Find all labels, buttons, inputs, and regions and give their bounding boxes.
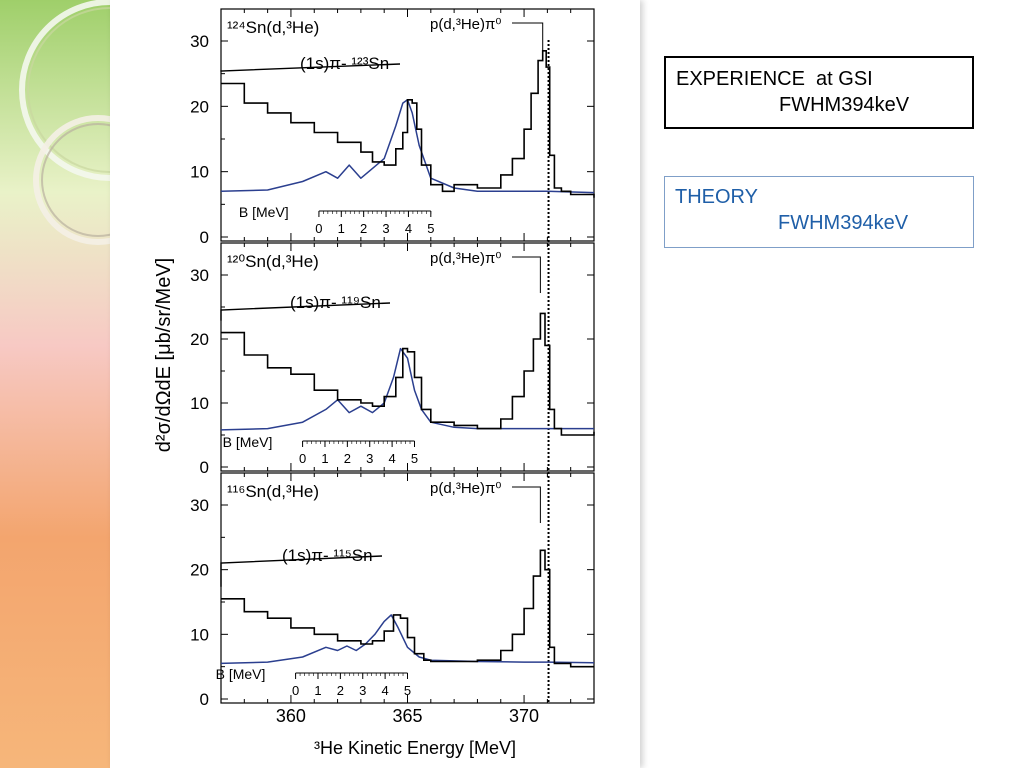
binding-tick-label: 0 xyxy=(292,683,299,698)
pionic-peak-leader xyxy=(220,63,401,72)
x-tick-label: 370 xyxy=(509,706,539,726)
experiment-legend-box: EXPERIENCE at GSI FWHM394keV xyxy=(664,56,974,129)
y-tick-label: 20 xyxy=(190,330,209,349)
binding-tick-label: 1 xyxy=(321,451,328,466)
binding-tick-label: 5 xyxy=(411,451,418,466)
y-tick-label: 0 xyxy=(200,458,209,477)
free-production-label: p(d,³He)π⁰ xyxy=(430,250,501,267)
panel-frame xyxy=(220,472,595,704)
binding-tick-label: 3 xyxy=(366,451,373,466)
pionic-state-label: (1s)π- ¹¹⁹Sn xyxy=(290,293,381,312)
y-tick-label: 0 xyxy=(200,228,209,247)
experiment-legend-resolution: FWHM394keV xyxy=(779,94,910,116)
y-tick-label: 30 xyxy=(190,32,209,51)
experiment-histogram xyxy=(221,50,595,198)
binding-axis-label: B [MeV] xyxy=(216,666,266,682)
experiment-legend-title: EXPERIENCE at GSI xyxy=(676,68,873,90)
binding-tick-label: 3 xyxy=(359,683,366,698)
free-peak-leader xyxy=(512,486,541,523)
binding-tick-label: 4 xyxy=(405,221,412,236)
binding-tick-label: 4 xyxy=(388,451,395,466)
binding-tick-label: 5 xyxy=(427,221,434,236)
y-tick-label: 30 xyxy=(190,266,209,285)
free-peak-leader xyxy=(512,256,541,293)
binding-tick-label: 2 xyxy=(344,451,351,466)
experiment-histogram xyxy=(221,549,594,668)
y-tick-label: 10 xyxy=(190,394,209,413)
binding-tick-label: 1 xyxy=(338,221,345,236)
binding-tick-label: 1 xyxy=(314,683,321,698)
y-tick-label: 20 xyxy=(190,97,209,116)
theory-legend-box: THEORY FWHM394keV xyxy=(664,176,974,248)
y-tick-label: 30 xyxy=(190,496,209,515)
pionic-state-label: (1s)π- ¹¹⁵Sn xyxy=(282,546,373,565)
panel-target-label: ¹²⁴Sn(d,³He) xyxy=(227,18,319,37)
y-tick-label: 10 xyxy=(190,163,209,182)
pionic-peak-leader xyxy=(220,302,391,321)
y-tick-label: 10 xyxy=(190,625,209,644)
y-axis-title: d²σ/dΩdE [μb/sr/MeV] xyxy=(153,258,175,452)
binding-tick-label: 3 xyxy=(382,221,389,236)
theory-legend-title: THEORY xyxy=(675,186,758,208)
theory-legend-resolution: FWHM394keV xyxy=(778,212,909,234)
binding-tick-label: 0 xyxy=(299,451,306,466)
binding-axis-label: B [MeV] xyxy=(223,434,273,450)
binding-axis-label: B [MeV] xyxy=(239,204,289,220)
free-production-label: p(d,³He)π⁰ xyxy=(430,480,501,497)
binding-tick-label: 5 xyxy=(404,683,411,698)
free-peak-leader xyxy=(512,22,544,59)
y-tick-label: 0 xyxy=(200,690,209,709)
experiment-histogram xyxy=(221,312,595,436)
pionic-peak-leader xyxy=(220,555,383,587)
y-tick-label: 20 xyxy=(190,561,209,580)
theory-curve xyxy=(220,99,595,194)
x-tick-label: 360 xyxy=(276,706,306,726)
binding-tick-label: 4 xyxy=(382,683,389,698)
panel-target-label: ¹²⁰Sn(d,³He) xyxy=(227,252,319,271)
x-tick-label: 365 xyxy=(392,706,422,726)
panel-target-label: ¹¹⁶Sn(d,³He) xyxy=(227,482,319,501)
x-axis-title: ³He Kinetic Energy [MeV] xyxy=(314,738,516,758)
free-production-label: p(d,³He)π⁰ xyxy=(430,16,501,33)
theory-curve xyxy=(220,347,594,431)
binding-tick-label: 0 xyxy=(315,221,322,236)
binding-tick-label: 2 xyxy=(337,683,344,698)
binding-tick-label: 2 xyxy=(360,221,367,236)
pionic-state-label: (1s)π- ¹²³Sn xyxy=(300,54,389,73)
